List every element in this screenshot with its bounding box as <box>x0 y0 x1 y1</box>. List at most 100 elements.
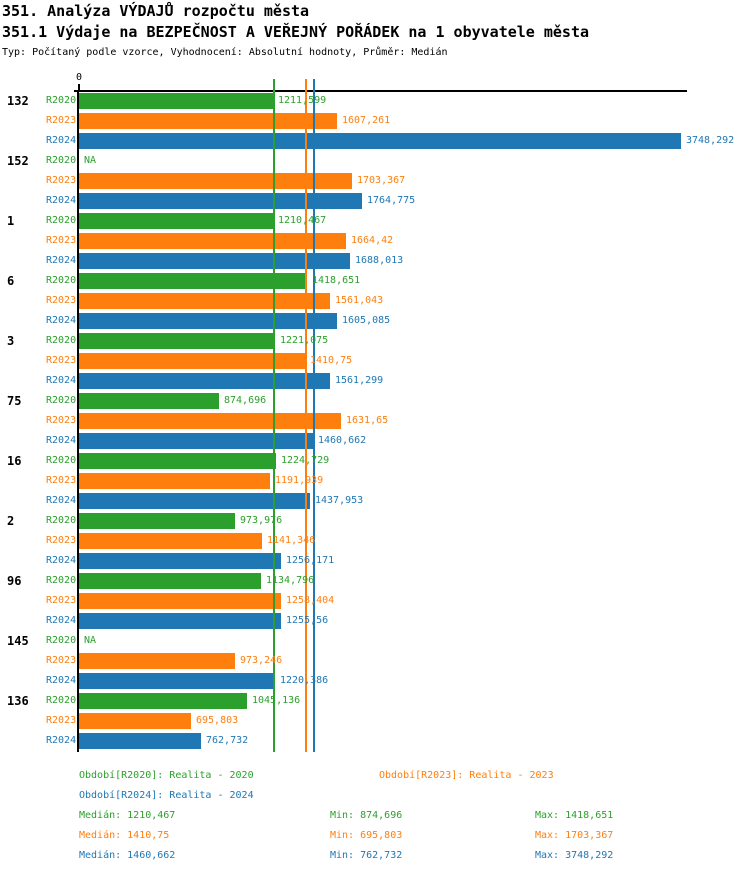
series-label: R2020 <box>46 275 77 286</box>
bar-segment <box>79 553 281 569</box>
series-label: R2024 <box>46 135 77 146</box>
report-title: 351. Analýza VÝDAJŮ rozpočtu města <box>2 2 310 20</box>
bar-value-label: 1664,42 <box>351 235 394 246</box>
bar-value-label: 1410,75 <box>310 355 353 366</box>
bar-value-label: 1191,939 <box>275 475 324 486</box>
x-axis-tick <box>78 84 80 90</box>
bar-segment <box>79 193 362 209</box>
bar-segment <box>79 473 270 489</box>
report-subtitle: 351.1 Výdaje na BEZPEČNOST A VEŘEJNÝ POŘ… <box>2 23 589 41</box>
bar-value-label: 1258,404 <box>286 595 335 606</box>
bar-segment <box>79 93 273 109</box>
bar-value-label: 1561,299 <box>335 375 384 386</box>
series-label: R2023 <box>46 595 77 606</box>
bar-value-label: 695,803 <box>196 715 239 726</box>
stat-max-r2020: Max: 1418,651 <box>535 810 614 821</box>
bar-value-label: 3748,292 <box>686 135 735 146</box>
bar-segment <box>79 493 310 509</box>
group-label: 136 <box>7 694 29 708</box>
bar-segment <box>79 513 235 529</box>
bar-segment <box>79 593 281 609</box>
bar-segment <box>79 293 330 309</box>
bar-value-label: 973,246 <box>240 655 283 666</box>
series-label: R2024 <box>46 375 77 386</box>
group-label: 145 <box>7 634 29 648</box>
bar-segment <box>79 233 346 249</box>
bar-value-label: 1211,599 <box>278 95 327 106</box>
series-label: R2023 <box>46 355 77 366</box>
stat-median-r2023: Medián: 1410,75 <box>79 830 170 841</box>
bar-value-label: 1210,467 <box>278 215 327 226</box>
stat-min-r2020: Min: 874,696 <box>330 810 403 821</box>
median-reference-line-r2023 <box>305 79 307 752</box>
series-label: R2023 <box>46 475 77 486</box>
bar-segment <box>79 433 313 449</box>
series-label: R2024 <box>46 675 77 686</box>
bar-segment <box>79 533 262 549</box>
group-label: 3 <box>7 334 15 348</box>
bar-value-label: 1224,729 <box>281 455 330 466</box>
bar-segment <box>79 353 305 369</box>
bar-value-label: 1437,953 <box>315 495 364 506</box>
series-label: R2024 <box>46 255 77 266</box>
bar-value-label: 1764,775 <box>367 195 416 206</box>
group-label: 1 <box>7 214 15 228</box>
series-label: R2024 <box>46 495 77 506</box>
series-label: R2020 <box>46 455 77 466</box>
bar-value-label: 1688,013 <box>355 255 404 266</box>
series-label: R2024 <box>46 195 77 206</box>
bar-segment <box>79 173 352 189</box>
bar-segment <box>79 453 276 469</box>
bar-segment <box>79 373 330 389</box>
series-label: R2020 <box>46 395 77 406</box>
stat-min-r2023: Min: 695,803 <box>330 830 403 841</box>
series-label: R2020 <box>46 515 77 526</box>
bar-segment <box>79 213 273 229</box>
bar-value-label: 1631,65 <box>346 415 389 426</box>
bar-value-label: 1255,56 <box>286 615 329 626</box>
bar-value-label: 1605,085 <box>342 315 391 326</box>
series-label: R2024 <box>46 615 77 626</box>
stat-median-r2020: Medián: 1210,467 <box>79 810 176 821</box>
x-axis-line <box>74 90 687 92</box>
bar-value-label: 1460,662 <box>318 435 367 446</box>
series-label: R2020 <box>46 635 77 646</box>
stat-max-r2023: Max: 1703,367 <box>535 830 614 841</box>
bar-value-label: 1045,136 <box>252 695 301 706</box>
legend-r2023: Období[R2023]: Realita - 2023 <box>379 770 554 781</box>
bar-value-label: 1418,651 <box>312 275 361 286</box>
group-label: 152 <box>7 154 29 168</box>
report-meta-line: Typ: Počítaný podle vzorce, Vyhodnocení:… <box>2 47 448 58</box>
bar-value-label: 1561,043 <box>335 295 384 306</box>
series-label: R2024 <box>46 315 77 326</box>
legend-r2024: Období[R2024]: Realita - 2024 <box>79 790 254 801</box>
series-label: R2020 <box>46 215 77 226</box>
bar-segment <box>79 413 341 429</box>
bar-segment <box>79 273 307 289</box>
bar-segment <box>79 653 235 669</box>
bar-segment <box>79 673 275 689</box>
group-label: 2 <box>7 514 15 528</box>
series-label: R2024 <box>46 555 77 566</box>
stat-max-r2024: Max: 3748,292 <box>535 850 614 861</box>
series-label: R2023 <box>46 115 77 126</box>
series-label: R2023 <box>46 295 77 306</box>
series-label: R2023 <box>46 655 77 666</box>
bar-value-label: 1607,261 <box>342 115 391 126</box>
group-label: 132 <box>7 94 29 108</box>
series-label: R2023 <box>46 235 77 246</box>
series-label: R2024 <box>46 435 77 446</box>
bar-value-label: 874,696 <box>224 395 267 406</box>
bar-value-label: 1703,367 <box>357 175 406 186</box>
bar-segment <box>79 133 681 149</box>
series-label: R2024 <box>46 735 77 746</box>
bar-segment <box>79 253 350 269</box>
bar-value-label: 1256,171 <box>286 555 335 566</box>
series-label: R2020 <box>46 695 77 706</box>
bar-segment <box>79 733 201 749</box>
bar-value-label: 973,976 <box>240 515 283 526</box>
bar-value-label: 1220,386 <box>280 675 329 686</box>
group-label: 6 <box>7 274 15 288</box>
bar-segment <box>79 113 337 129</box>
